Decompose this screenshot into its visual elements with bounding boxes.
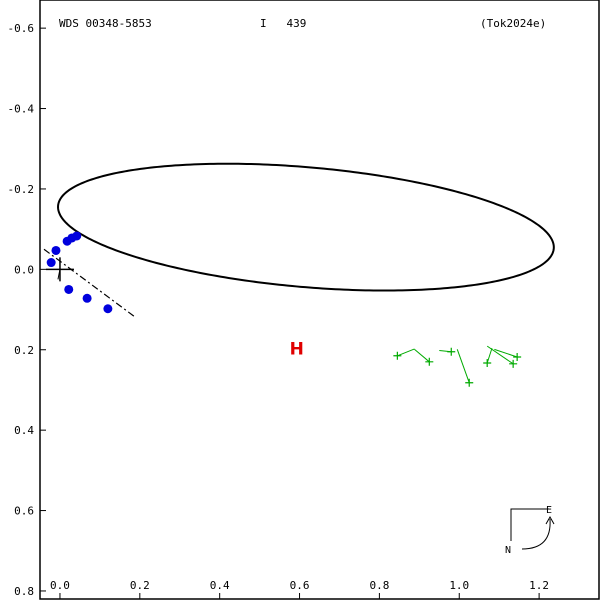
y-tick-label: -0.2 [8, 183, 35, 196]
orbit-ellipse [57, 162, 555, 292]
micrometer-residual-line [456, 349, 470, 383]
micrometer-point [513, 352, 522, 361]
y-tick-label: 0.2 [14, 344, 34, 357]
speckle-point [46, 258, 56, 268]
observations: H [46, 231, 304, 360]
compass: E N [505, 505, 555, 556]
discoverer-designation: I 439 [260, 17, 306, 30]
y-tick-label: 0.6 [14, 505, 34, 518]
y-tick-label: 0.0 [14, 263, 34, 276]
orbit-reference: (Tok2024e) [480, 17, 546, 30]
speckle-point [51, 245, 61, 255]
x-tick-label: 0.8 [369, 579, 389, 592]
x-tick-label: 0.4 [210, 579, 230, 592]
micrometer-point [483, 359, 492, 368]
x-tick-label: 1.2 [529, 579, 549, 592]
x-axis-ticks: 0.0 0.2 0.4 0.6 0.8 1.0 1.2 [50, 579, 549, 599]
line-of-nodes [43, 248, 137, 319]
micrometer-point [465, 378, 474, 387]
y-tick-label: -0.6 [8, 22, 35, 35]
micrometer-point [447, 347, 456, 356]
micrometer-residual-line [486, 345, 514, 365]
compass-rotation-arrow [521, 518, 551, 550]
y-tick-label: -0.4 [8, 103, 35, 116]
micrometer-residual-line [397, 348, 415, 357]
micrometer-residual-line [486, 347, 493, 364]
y-axis-ticks: 0.8 0.6 0.4 0.2 0.0 -0.2 -0.4 -0.6 [8, 22, 46, 598]
periastron-line [57, 269, 61, 280]
speckle-point [82, 293, 92, 303]
orbit-layer [43, 162, 555, 319]
x-tick-label: 0.0 [50, 579, 70, 592]
plot-frame [39, 0, 600, 600]
x-tick-label: 1.0 [449, 579, 469, 592]
micrometer-residuals [393, 345, 522, 387]
x-tick-label: 0.2 [130, 579, 150, 592]
compass-axes [510, 508, 549, 541]
speckle-point [72, 231, 82, 241]
hipparcos-point: H [290, 340, 304, 360]
y-tick-label: 0.4 [14, 424, 34, 437]
speckle-point [64, 284, 74, 294]
micrometer-residual-line [414, 348, 430, 363]
compass-north-label: N [505, 545, 511, 556]
compass-east-label: E [546, 505, 552, 516]
compass-arrow-head-icon [545, 515, 555, 525]
micrometer-residual-line [494, 348, 518, 358]
micrometer-point [393, 351, 402, 360]
y-tick-label: 0.8 [14, 585, 34, 598]
micrometer-point [425, 357, 434, 366]
x-tick-label: 0.6 [290, 579, 310, 592]
micrometer-point [509, 359, 518, 368]
speckle-point [103, 304, 113, 314]
wds-identifier: WDS 00348-5853 [59, 17, 152, 30]
